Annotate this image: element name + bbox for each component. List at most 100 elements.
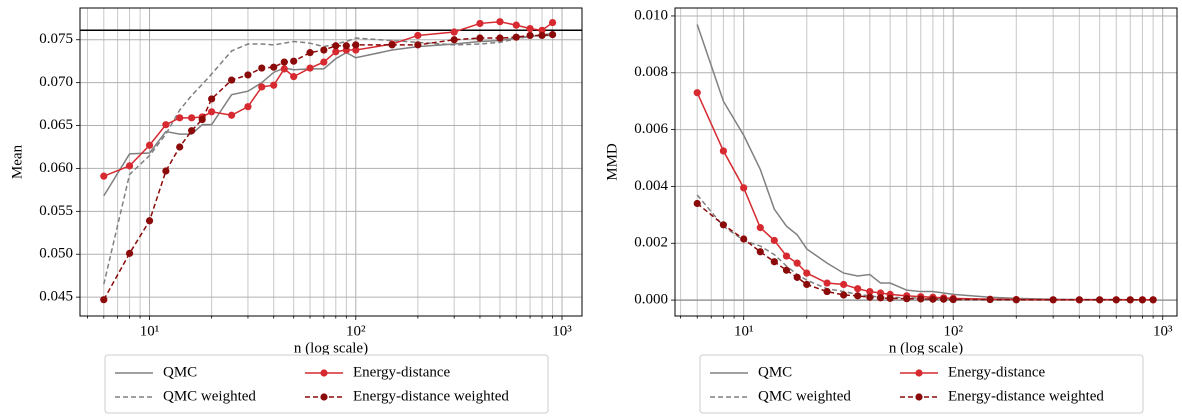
x-tick-label: 10³ — [552, 323, 572, 339]
data-point — [823, 287, 831, 296]
data-point — [1149, 296, 1157, 304]
data-point — [693, 89, 701, 97]
data-point — [188, 127, 196, 135]
y-tick-label: 0.055 — [39, 203, 73, 219]
data-point — [548, 30, 557, 39]
data-point — [1126, 296, 1134, 304]
legend-label: QMC weighted — [758, 388, 851, 404]
series-line — [103, 33, 553, 301]
data-point — [854, 292, 862, 300]
data-point — [320, 46, 328, 54]
data-point — [1012, 296, 1020, 304]
data-point — [162, 121, 170, 129]
series-line — [103, 34, 553, 197]
data-point — [940, 295, 948, 303]
y-tick-label: 0.070 — [39, 74, 73, 90]
data-point — [388, 41, 396, 49]
data-point — [145, 141, 154, 149]
data-point — [548, 18, 557, 27]
data-point — [332, 48, 340, 56]
data-point — [512, 21, 520, 29]
subplot: 10¹ 10² 10³ 0.045 0.050 0.055 0.060 0.065 0.070 0… — [9, 7, 583, 414]
data-point — [244, 71, 252, 79]
data-point — [496, 18, 504, 26]
data-point — [803, 269, 811, 277]
data-point — [198, 115, 206, 124]
data-point — [1096, 296, 1104, 304]
data-point — [986, 295, 994, 304]
y-tick-label: 0.045 — [39, 289, 73, 305]
legend-label: QMC — [163, 364, 197, 380]
data-point — [512, 33, 520, 41]
plot-frame — [674, 7, 1178, 317]
data-point — [306, 49, 314, 57]
data-point — [1138, 296, 1147, 304]
data-point — [176, 143, 184, 151]
data-point — [538, 31, 546, 40]
data-point — [100, 296, 108, 304]
data-point — [840, 291, 848, 299]
x-axis-label: n (log scale) — [294, 340, 368, 356]
data-point — [756, 248, 764, 256]
data-point — [244, 103, 252, 111]
y-tick-label: 0.050 — [39, 246, 73, 262]
y-tick-label: 0.000 — [634, 292, 668, 308]
legend-label: Energy-distance — [948, 364, 1046, 380]
data-point — [100, 172, 108, 180]
data-point — [270, 63, 278, 71]
data-point — [793, 259, 801, 267]
data-point — [949, 295, 957, 304]
legend-label: Energy-distance — [353, 364, 451, 380]
legend-label: Energy-distance weighted — [948, 388, 1104, 404]
data-point — [526, 24, 534, 33]
y-tick-label: 0.060 — [39, 160, 73, 176]
data-point — [854, 285, 862, 293]
data-point — [740, 235, 748, 243]
data-point — [929, 295, 937, 303]
data-point — [145, 217, 154, 225]
series-line — [696, 24, 1154, 301]
y-axis-label: Mean — [9, 144, 25, 179]
data-point — [258, 64, 266, 72]
data-point — [332, 42, 340, 50]
data-point — [840, 280, 848, 289]
legend-box — [699, 354, 1144, 414]
data-point — [188, 114, 196, 122]
legend-marker — [915, 393, 923, 401]
y-axis-label: MMD — [604, 143, 620, 181]
data-point — [125, 249, 134, 257]
legend-marker — [915, 369, 923, 377]
data-point — [476, 34, 484, 42]
y-tick-label: 0.006 — [634, 121, 668, 137]
x-tick-label: 10² — [346, 323, 366, 339]
x-tick-label: 10² — [943, 323, 963, 339]
data-point — [782, 266, 791, 274]
data-point — [342, 42, 350, 50]
data-point — [125, 162, 134, 170]
plot-frame — [79, 7, 583, 317]
data-point — [740, 184, 748, 192]
legend-marker — [320, 369, 328, 377]
data-point — [306, 64, 314, 72]
data-point — [770, 258, 778, 266]
legend-label: QMC weighted — [163, 388, 256, 404]
x-tick-label: 10¹ — [140, 323, 160, 339]
data-point — [756, 224, 764, 232]
data-point — [793, 273, 801, 281]
data-point — [352, 46, 360, 54]
data-point — [258, 83, 266, 91]
legend-box — [104, 354, 549, 414]
series-line — [103, 32, 553, 285]
legend-label: Energy-distance weighted — [353, 388, 509, 404]
data-point — [290, 73, 298, 81]
y-tick-label: 0.004 — [634, 178, 668, 194]
subplot: 10¹ 10² 10³ 0.000 0.002 0.004 0.006 0.008 0.010 n… — [604, 7, 1178, 414]
data-point — [352, 41, 360, 49]
data-point — [876, 294, 885, 302]
data-point — [866, 293, 874, 301]
data-point — [176, 114, 184, 122]
series-line — [696, 194, 1154, 301]
data-point — [228, 76, 236, 84]
data-point — [208, 108, 216, 116]
data-point — [719, 221, 727, 229]
